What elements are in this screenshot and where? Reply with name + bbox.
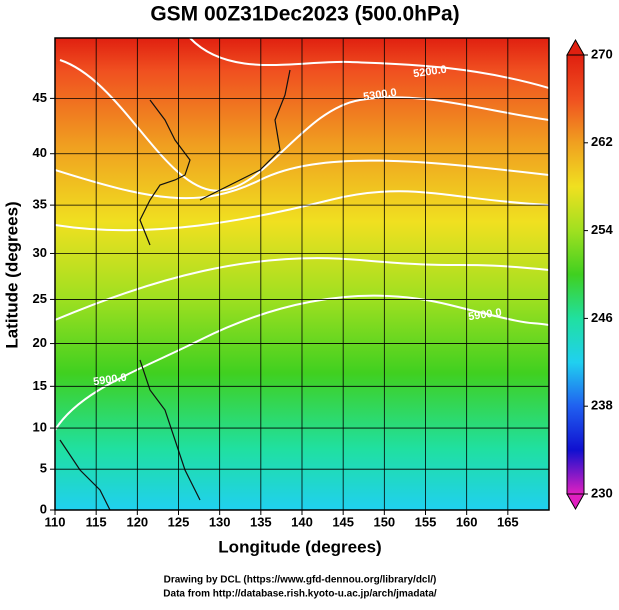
- x-tick-label: 155: [415, 514, 437, 529]
- contour-line: [189, 38, 549, 89]
- x-tick-label: 135: [250, 514, 272, 529]
- y-axis-label: Latitude (degrees): [2, 201, 21, 348]
- title: GSM 00Z31Dec2023 (500.0hPa): [150, 3, 459, 26]
- contour-label: 5900.0: [92, 372, 127, 389]
- coastline: [139, 99, 191, 246]
- x-tick-label: 125: [168, 514, 190, 529]
- x-tick-label: 160: [456, 514, 478, 529]
- y-tick-label: 25: [33, 291, 47, 306]
- y-tick-label: 0: [40, 501, 47, 516]
- colorbar-tick-label: 254: [591, 222, 613, 237]
- contour-line: [55, 257, 549, 321]
- x-tick-label: 130: [209, 514, 231, 529]
- y-tick-label: 20: [33, 335, 47, 350]
- colorbar: [566, 54, 585, 495]
- coastlines: [59, 69, 291, 510]
- colorbar-extend-top: [566, 38, 585, 56]
- coastline: [199, 69, 291, 201]
- contour-line: [55, 159, 549, 200]
- x-axis-label: Longitude (degrees): [218, 537, 381, 556]
- x-tick-label: 120: [126, 514, 148, 529]
- colorbar-tick-label: 262: [591, 134, 613, 149]
- colorbar-tick-label: 230: [591, 485, 613, 500]
- x-tick-label: 145: [332, 514, 354, 529]
- colorbar-tick-label: 246: [591, 310, 613, 325]
- contour-label: 5200.0: [412, 64, 447, 81]
- x-tick-label: 165: [497, 514, 519, 529]
- contour-line: [55, 190, 549, 232]
- y-tick-label: 35: [33, 197, 47, 212]
- x-tick-label: 140: [291, 514, 313, 529]
- coastline: [59, 439, 111, 510]
- y-tick-label: 30: [33, 245, 47, 260]
- x-tick-label: 115: [86, 514, 107, 529]
- y-tick-label: 10: [33, 420, 47, 435]
- y-tick-label: 45: [33, 90, 47, 105]
- footer-line: Drawing by DCL (https://www.gfd-dennou.o…: [164, 575, 437, 586]
- x-tick-label: 110: [45, 514, 66, 529]
- y-tick-label: 5: [40, 461, 47, 476]
- x-tick-label: 150: [373, 514, 395, 529]
- contour-line: [55, 294, 549, 431]
- colorbar-tick-label: 238: [591, 398, 613, 413]
- y-tick-label: 40: [33, 145, 47, 160]
- colorbar-extend-bottom: [566, 493, 585, 511]
- colorbar-tick-label: 270: [591, 46, 613, 61]
- y-tick-label: 15: [33, 378, 47, 393]
- footer-line: Data from http://database.rish.kyoto-u.a…: [163, 589, 437, 600]
- contour-label: 5900.0: [467, 307, 502, 324]
- coastline: [139, 359, 201, 501]
- contour-label: 5300.0: [362, 87, 397, 104]
